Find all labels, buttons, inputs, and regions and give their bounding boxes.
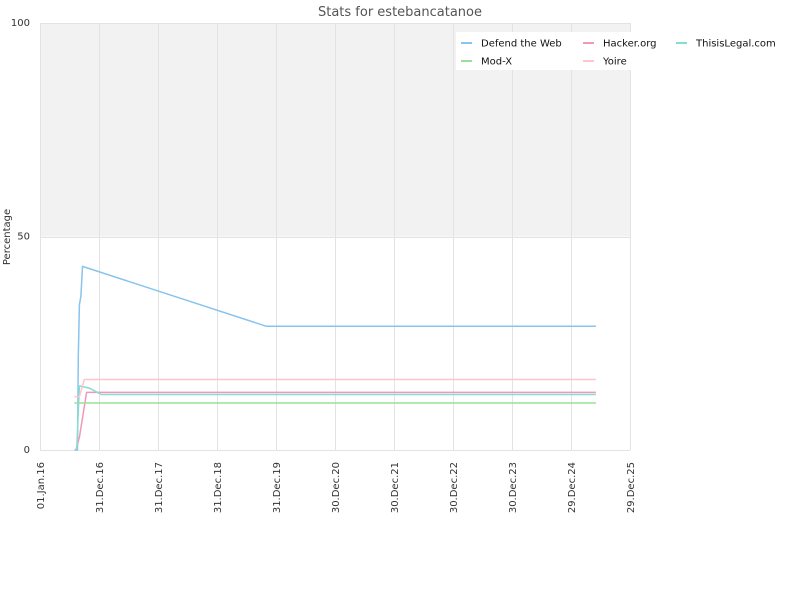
legend-label: Hacker.org <box>603 39 657 50</box>
series-line-yoire <box>74 378 596 398</box>
x-tick-label: 30.Dec.20 <box>331 462 342 513</box>
x-tick-label: 31.Dec.16 <box>95 462 106 513</box>
chart-title: Stats for estebancatanoe <box>318 5 482 20</box>
x-tick-label: 29.Dec.24 <box>567 462 578 513</box>
legend-label: Mod-X <box>481 57 512 68</box>
x-tick-label: 31.Dec.18 <box>213 462 224 513</box>
legend-box <box>456 32 784 70</box>
legend-label: Yoire <box>602 57 627 68</box>
y-tick-label: 0 <box>24 445 30 456</box>
y-axis-ticks: 0 50 100 <box>11 18 30 456</box>
x-tick-label: 30.Dec.22 <box>449 462 460 513</box>
x-tick-label: 30.Dec.23 <box>508 462 519 513</box>
legend: Defend the Web Hacker.org ThisisLegal.com M… <box>456 32 784 70</box>
y-axis-title: Percentage <box>2 209 13 265</box>
x-tick-label: 31.Dec.17 <box>154 462 165 513</box>
legend-label: ThisisLegal.com <box>695 39 776 50</box>
x-tick-label: 01.Jan.16 <box>36 462 47 509</box>
x-axis-ticks: 01.Jan.16 31.Dec.16 31.Dec.17 31.Dec.18 31.D… <box>36 462 637 513</box>
x-tick-label: 31.Dec.19 <box>272 462 283 513</box>
legend-label: Defend the Web <box>481 39 562 50</box>
x-tick-label: 29.Dec.25 <box>626 462 637 513</box>
y-tick-label: 50 <box>17 232 30 243</box>
x-tick-label: 30.Dec.21 <box>390 462 401 513</box>
series-line-thisislegal-com <box>75 385 596 451</box>
series-lines <box>74 265 596 451</box>
y-tick-label: 100 <box>11 18 30 29</box>
